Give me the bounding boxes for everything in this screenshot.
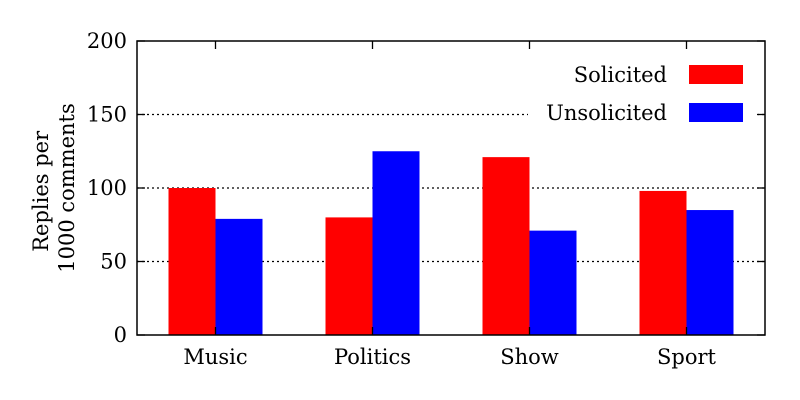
bar-solicited-politics <box>325 217 373 335</box>
x-tick-labels: Music Politics Show Sport <box>183 345 716 369</box>
y-tick-label-200: 200 <box>87 29 127 53</box>
x-tick-label-sport: Sport <box>657 345 717 369</box>
legend-label-unsolicited: Unsolicited <box>546 101 667 125</box>
legend-label-solicited: Solicited <box>574 63 667 87</box>
y-tick-label-100: 100 <box>87 176 127 200</box>
y-axis-title-line-1: Replies per <box>29 130 53 252</box>
axis-ticks <box>137 40 765 336</box>
legend: Solicited Unsolicited <box>546 63 743 125</box>
y-axis-title-line-2: 1000 comments <box>55 103 79 273</box>
bars <box>168 151 734 335</box>
legend-swatch-unsolicited <box>689 103 743 122</box>
y-tick-labels: 0 50 100 150 200 <box>87 29 127 347</box>
y-tick-label-50: 50 <box>100 250 127 274</box>
x-tick-label-music: Music <box>183 345 247 369</box>
x-tick-label-show: Show <box>500 345 559 369</box>
x-tick-label-politics: Politics <box>334 345 411 369</box>
bar-solicited-music <box>168 188 216 335</box>
bar-unsolicited-music <box>215 218 263 335</box>
y-axis-title: Replies per 1000 comments <box>29 103 79 273</box>
y-tick-label-150: 150 <box>87 103 127 127</box>
bar-solicited-sport <box>639 190 687 335</box>
bar-unsolicited-sport <box>686 210 734 335</box>
y-tick-label-0: 0 <box>114 323 127 347</box>
bar-solicited-show <box>482 157 530 335</box>
bar-unsolicited-politics <box>372 151 420 335</box>
bar-unsolicited-show <box>529 230 577 335</box>
legend-swatch-solicited <box>689 65 743 84</box>
